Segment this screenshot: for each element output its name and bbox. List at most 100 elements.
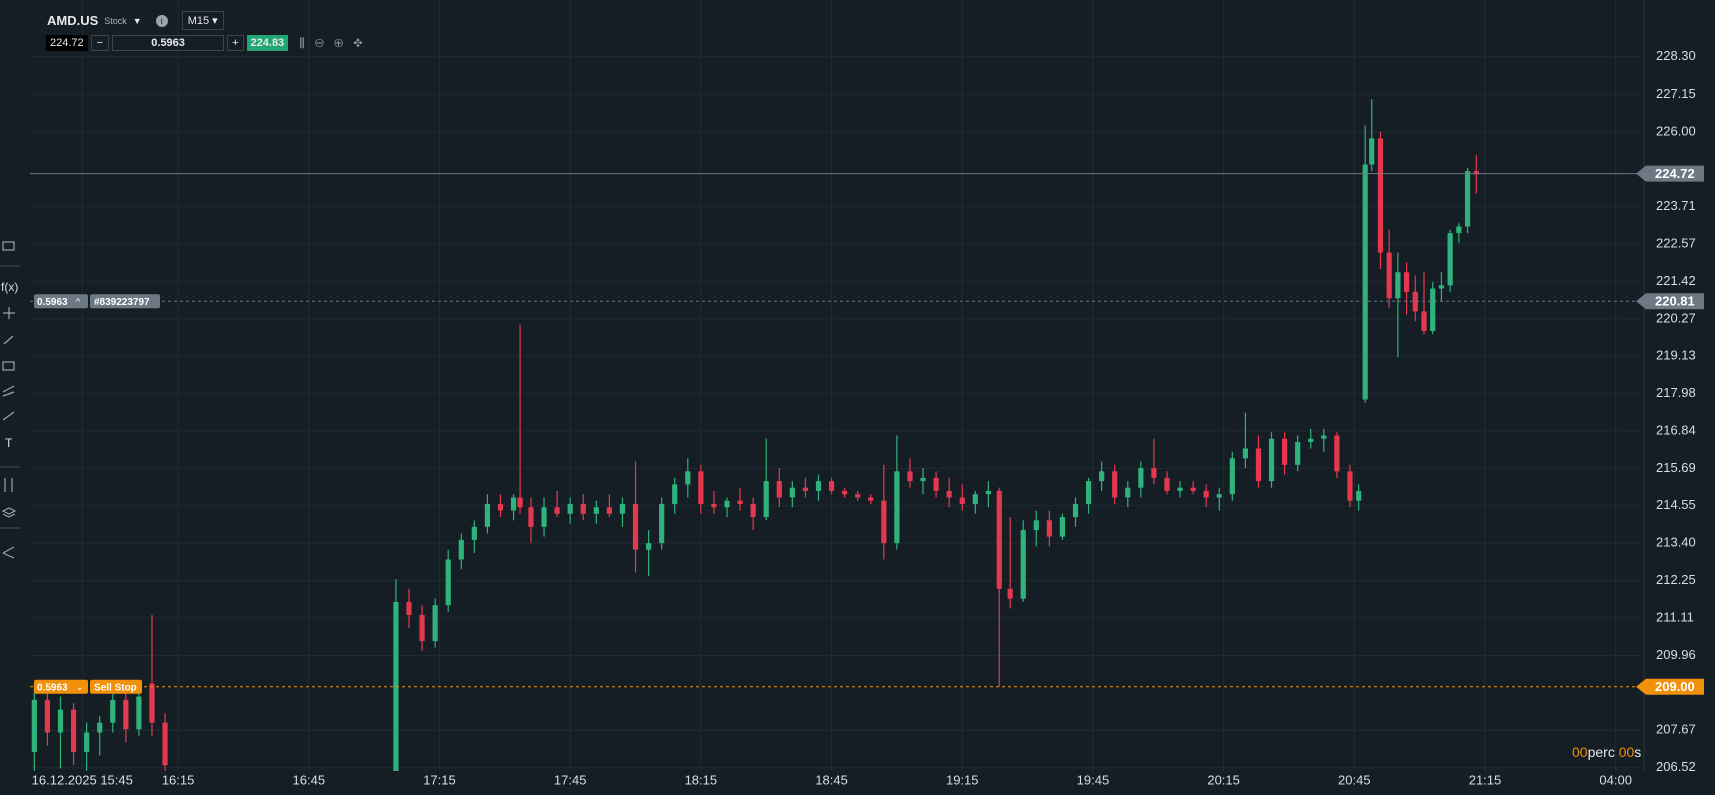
candle-body: [894, 471, 900, 544]
candle-body: [1268, 438, 1275, 482]
candle-body: [554, 507, 560, 514]
y-tick-label: 216.84: [1656, 422, 1696, 437]
candle-body: [1203, 490, 1209, 498]
candle-body: [685, 471, 691, 485]
volume-input[interactable]: 0.5963: [112, 35, 225, 51]
dropdown-caret[interactable]: ▼: [132, 15, 142, 26]
candle-body: [44, 699, 51, 733]
candle-body: [541, 507, 547, 527]
candle-body: [881, 500, 887, 544]
x-tick-label: 18:45: [815, 772, 848, 787]
candle-body: [946, 490, 952, 498]
candle-body: [698, 471, 704, 504]
candle-body: [1255, 448, 1262, 482]
price-tag-label: 220.81: [1655, 294, 1695, 309]
plus-button[interactable]: +: [227, 35, 244, 51]
candle-body: [1362, 164, 1368, 400]
tool-icon[interactable]: [2, 411, 15, 421]
candle-body: [149, 683, 155, 723]
candle-body: [1377, 138, 1384, 253]
y-tick-label: 215.69: [1656, 460, 1696, 475]
candle-body: [1295, 441, 1301, 465]
x-tick-label: 16:15: [162, 772, 195, 787]
timeframe[interactable]: M15 ▾: [181, 11, 224, 30]
candle-body: [528, 507, 534, 527]
candle-body: [907, 471, 913, 482]
candle-body: [31, 699, 37, 753]
x-tick-label: 18:15: [685, 772, 718, 787]
x-tick-label: 04:00: [1599, 772, 1632, 787]
y-tick-label: 227.15: [1656, 86, 1696, 101]
symbol[interactable]: AMD.US: [47, 13, 99, 28]
candle-body: [1099, 471, 1105, 482]
candle-body: [471, 526, 477, 540]
candle-body: [1033, 520, 1039, 531]
y-tick-label: 211.11: [1656, 609, 1694, 624]
candle-body: [1125, 487, 1131, 498]
candle-body: [1473, 171, 1479, 175]
candle-body: [1464, 171, 1471, 227]
y-tick-label: 226.00: [1656, 123, 1696, 138]
candle-body: [724, 500, 730, 508]
y-tick-label: 209.96: [1656, 647, 1696, 662]
candle-body: [632, 503, 639, 550]
candle-body: [711, 503, 717, 508]
sidebar: [0, 241, 20, 559]
trade-bar: 224.72 − 0.5963 + 224.83 ⫼⊖⊕✥: [46, 35, 373, 51]
candle-body: [672, 484, 678, 504]
ask-price[interactable]: 224.83: [246, 35, 289, 51]
tool-icon[interactable]: [2, 361, 15, 371]
candle-body: [815, 481, 822, 491]
countdown: 00 perc 00 s: [1572, 744, 1641, 760]
candle-body: [959, 497, 965, 504]
bid-price[interactable]: 224.72: [46, 35, 88, 51]
candle-body: [123, 699, 129, 730]
candle-body: [1386, 252, 1392, 299]
tool-label[interactable]: T: [5, 436, 13, 450]
candle-body: [1164, 477, 1170, 491]
tool-icon[interactable]: [1, 507, 17, 518]
order-tag: [90, 294, 160, 309]
x-tick-label: 20:15: [1207, 772, 1240, 787]
candle-body: [645, 543, 652, 550]
y-tick-label: 228.30: [1656, 48, 1696, 63]
info-icon[interactable]: i: [155, 14, 168, 27]
tool-icon[interactable]: [2, 385, 15, 393]
candle-body: [84, 732, 90, 753]
candle-body: [750, 503, 756, 518]
tool-label[interactable]: f(x): [1, 280, 18, 294]
candle-body: [1438, 285, 1445, 289]
order-volume: 0.5963: [37, 682, 68, 693]
x-tick-label: 21:15: [1469, 772, 1502, 787]
candle-body: [484, 503, 491, 527]
tool-icon[interactable]: [2, 241, 15, 251]
candle-body: [419, 614, 425, 642]
countdown-unit: perc: [1587, 744, 1615, 760]
x-tick-label: 17:45: [554, 772, 587, 787]
order-id: Sell Stop: [94, 682, 137, 693]
candle-body: [110, 699, 116, 723]
tool-icon[interactable]: [2, 546, 15, 559]
candle-body: [763, 481, 769, 518]
candle-body: [1421, 311, 1427, 331]
candle-body: [1282, 438, 1288, 465]
candle-body: [393, 601, 399, 771]
candle-body: [1412, 291, 1418, 312]
candle-body: [776, 481, 782, 498]
chart-tools[interactable]: ⫼⊖⊕✥: [299, 35, 373, 50]
candle-body: [972, 494, 978, 504]
candle-body: [659, 503, 665, 544]
candle-body: [580, 503, 586, 514]
minus-button[interactable]: −: [90, 35, 110, 51]
x-tick-label: 19:45: [1077, 772, 1110, 787]
candle-body: [1020, 530, 1026, 599]
candle-body: [1369, 138, 1375, 165]
candle-body: [1072, 503, 1079, 518]
tool-icon[interactable]: [3, 335, 14, 345]
candle-body: [1430, 288, 1436, 331]
candle-body: [406, 601, 412, 615]
candle-body: [737, 500, 743, 504]
instrument-bar: AMD.US Stock ▼ i M15 ▾: [47, 11, 224, 30]
order-volume: 0.5963: [37, 297, 68, 308]
